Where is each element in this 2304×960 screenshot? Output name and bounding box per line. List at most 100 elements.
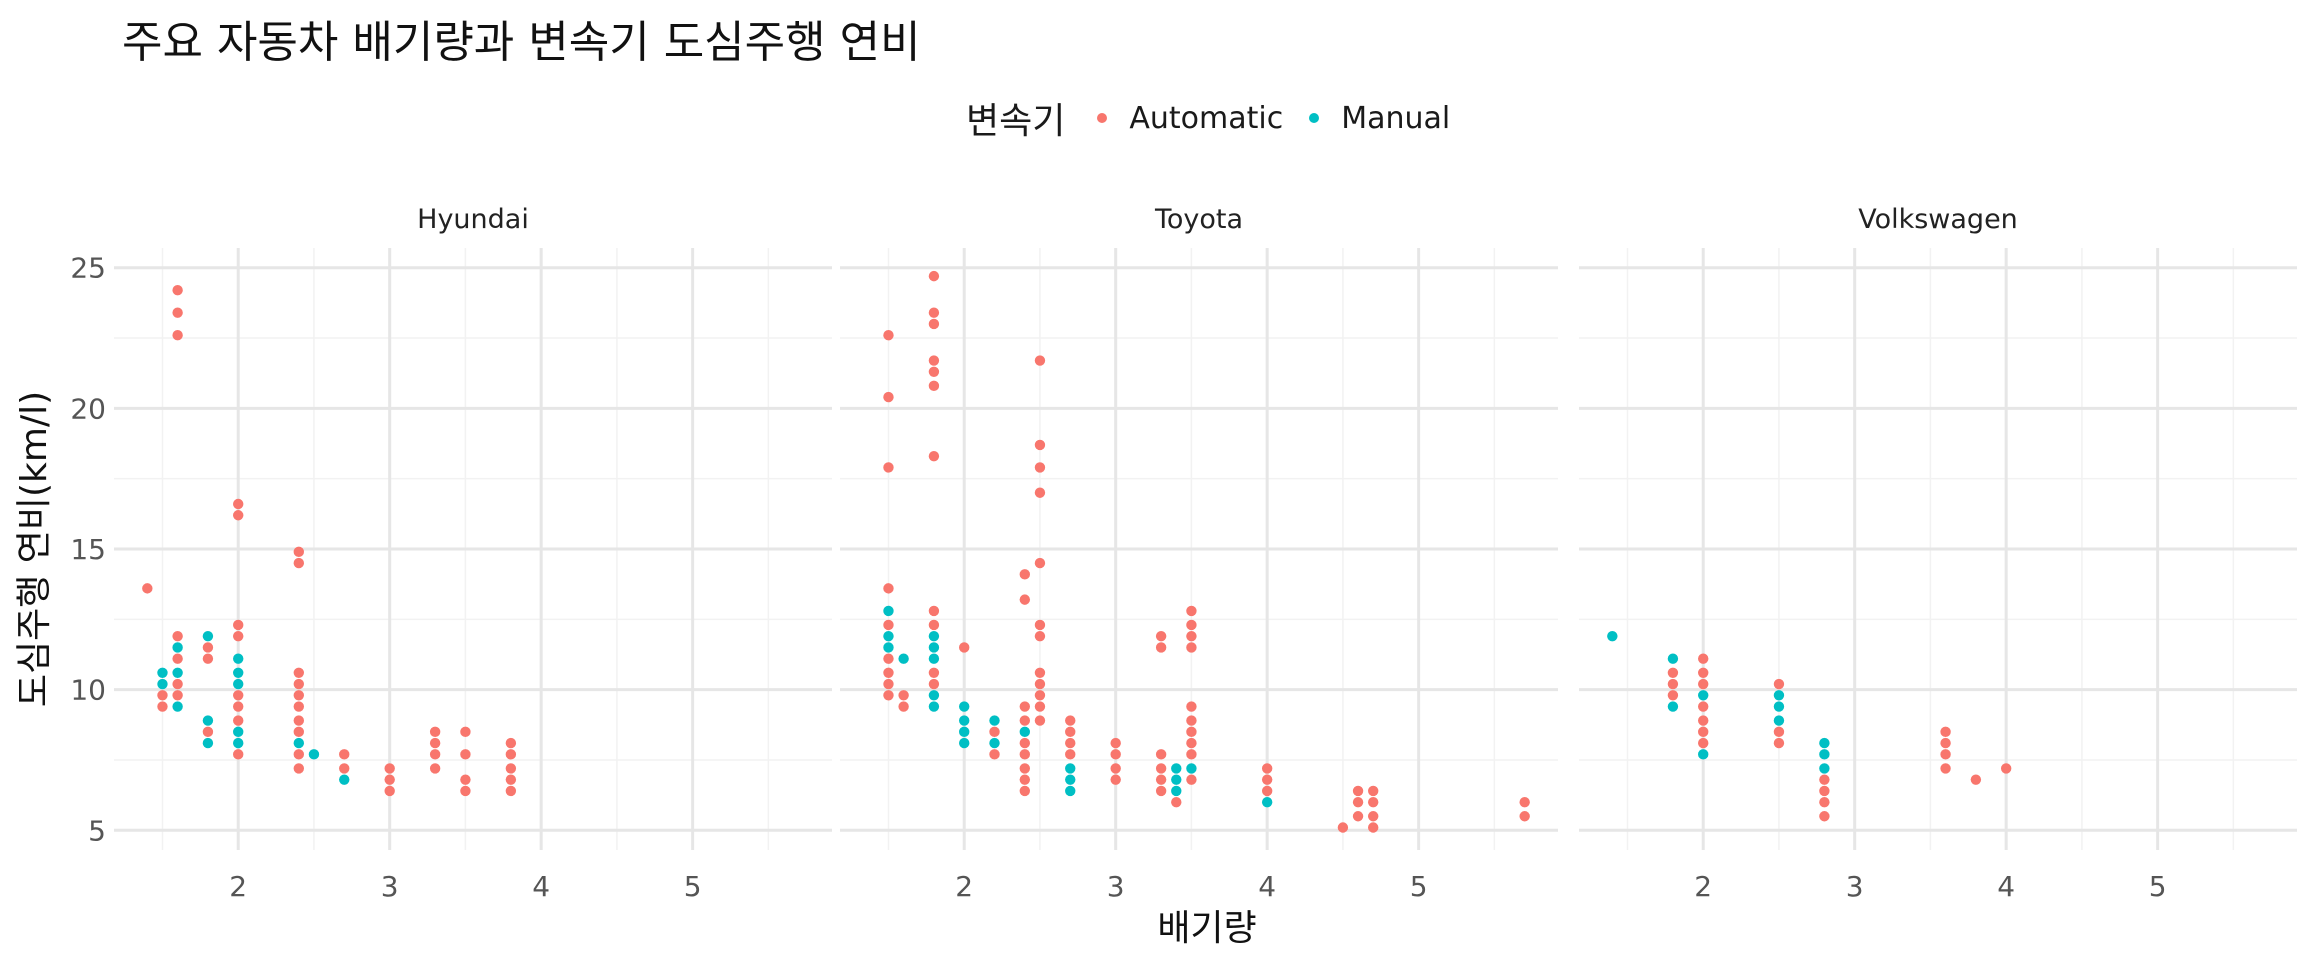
data-point	[989, 737, 1000, 749]
data-point	[1773, 726, 1785, 738]
data-point	[1698, 737, 1709, 749]
data-point	[157, 667, 168, 678]
data-point	[172, 330, 183, 341]
data-point	[384, 763, 395, 774]
data-point	[1110, 749, 1121, 760]
data-point	[1034, 701, 1046, 712]
x-tick-label: 2	[229, 870, 247, 903]
data-point	[883, 605, 894, 617]
x-tick-label: 4	[1258, 870, 1276, 903]
x-tick-label: 5	[1410, 870, 1428, 903]
data-point	[293, 763, 305, 774]
data-point	[1019, 701, 1031, 712]
data-point	[928, 318, 940, 330]
data-point	[1065, 785, 1076, 797]
data-point	[1519, 811, 1530, 822]
y-tick-label: 10	[70, 674, 106, 707]
data-point	[429, 737, 441, 749]
data-point	[928, 307, 940, 318]
data-point	[460, 774, 471, 785]
data-point	[293, 701, 305, 712]
data-point	[1698, 749, 1709, 760]
data-point	[1667, 701, 1679, 712]
data-point	[959, 701, 970, 712]
x-tick-label: 2	[1694, 870, 1712, 903]
data-point	[172, 307, 183, 318]
data-point	[883, 619, 894, 631]
facet-label: Toyota	[1154, 204, 1243, 235]
data-point	[1667, 667, 1679, 678]
data-point	[339, 774, 350, 785]
data-point	[202, 726, 214, 738]
data-point	[1698, 678, 1709, 690]
data-point	[1034, 690, 1046, 701]
data-point	[883, 678, 894, 690]
data-point	[293, 715, 305, 726]
data-point	[1819, 763, 1830, 774]
data-point	[1186, 737, 1197, 749]
data-point	[429, 726, 441, 738]
data-point	[959, 737, 970, 749]
data-point	[1065, 763, 1076, 774]
data-point	[928, 450, 940, 462]
data-point	[233, 749, 244, 760]
data-point	[1186, 642, 1197, 653]
data-point	[1186, 619, 1197, 631]
data-point	[1352, 785, 1364, 797]
chart-title: 주요 자동차 배기량과 변속기 도심주행 연비	[122, 17, 921, 68]
data-point	[883, 330, 894, 341]
y-tick-label: 25	[70, 252, 106, 285]
data-point	[505, 774, 517, 785]
data-point	[172, 701, 183, 712]
data-point	[1019, 749, 1031, 760]
data-point	[172, 631, 183, 642]
data-point	[1819, 749, 1830, 760]
data-point	[1034, 715, 1046, 726]
data-point	[1155, 749, 1167, 760]
y-tick-label: 5	[88, 814, 106, 847]
x-tick-label: 5	[684, 870, 702, 903]
data-point	[1261, 785, 1273, 797]
data-point	[883, 583, 894, 594]
legend-item-manual: Manual	[1309, 101, 1450, 136]
data-point	[1019, 774, 1031, 785]
data-point	[233, 726, 244, 738]
data-point	[1698, 701, 1709, 712]
data-point	[1698, 726, 1709, 738]
x-tick-label: 4	[1997, 870, 2015, 903]
data-point	[1186, 605, 1197, 617]
y-tick-label: 15	[70, 533, 106, 566]
data-point	[1352, 796, 1364, 808]
data-point	[293, 726, 305, 738]
data-point	[1940, 763, 1951, 774]
data-point	[293, 737, 305, 749]
data-point	[233, 631, 244, 642]
data-point	[1819, 737, 1830, 749]
data-point	[1773, 690, 1785, 701]
legend: 변속기 Automatic Manual	[966, 92, 1476, 144]
data-point	[308, 749, 320, 760]
data-point	[172, 653, 183, 664]
y-axis-title: 도심주행 연비(km/l)	[14, 391, 55, 707]
y-tick-label: 20	[70, 392, 106, 425]
data-point	[928, 678, 940, 690]
data-point	[1065, 749, 1076, 760]
data-point	[928, 701, 940, 712]
data-point	[293, 749, 305, 760]
data-point	[1034, 678, 1046, 690]
data-point	[1186, 763, 1197, 774]
data-point	[1186, 715, 1197, 726]
data-point	[1773, 715, 1785, 726]
data-point	[928, 631, 940, 642]
data-point	[1019, 763, 1031, 774]
data-point	[460, 726, 471, 738]
data-point	[1171, 774, 1182, 785]
data-point	[1019, 737, 1031, 749]
data-point	[898, 701, 909, 712]
data-point	[172, 284, 183, 296]
data-point	[1773, 701, 1785, 712]
data-point	[1171, 763, 1182, 774]
data-point	[1034, 667, 1046, 678]
data-point	[1667, 653, 1679, 664]
data-point	[1773, 678, 1785, 690]
